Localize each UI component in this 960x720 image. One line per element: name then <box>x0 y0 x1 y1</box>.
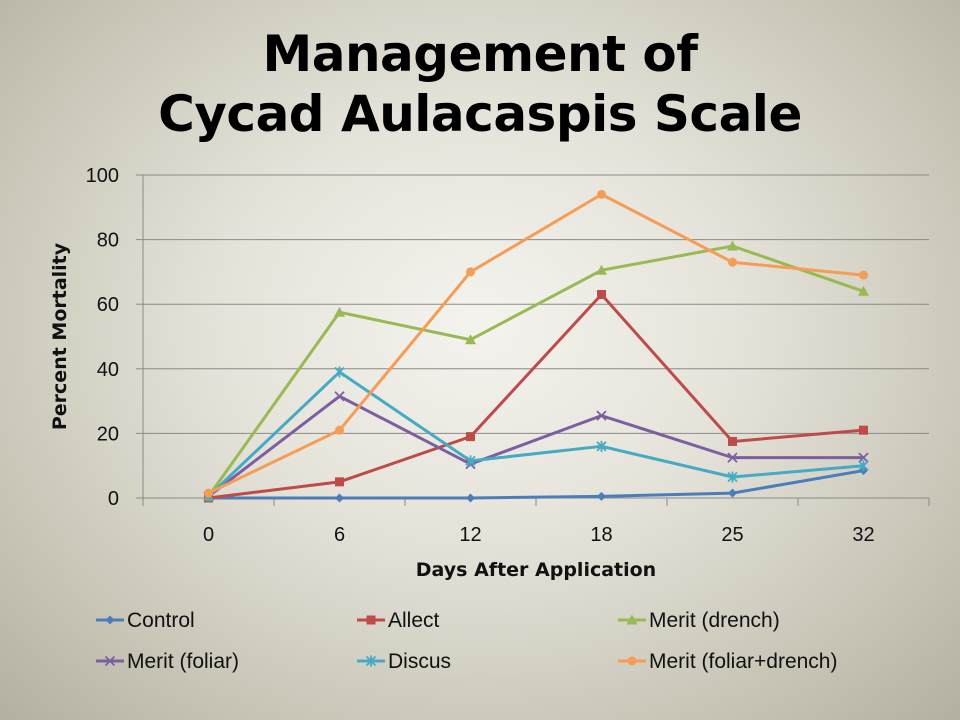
data-point <box>597 290 606 300</box>
data-point <box>728 257 737 267</box>
legend-marker <box>105 615 115 625</box>
legend-item: Merit (foliar+drench) <box>618 650 837 673</box>
data-point <box>335 477 344 487</box>
data-point <box>465 455 476 467</box>
y-tick-label: 60 <box>97 294 119 316</box>
series-line <box>208 469 864 500</box>
x-tick-label: 12 <box>459 524 481 546</box>
legend-item: Allect <box>357 609 440 632</box>
series-line <box>207 192 864 495</box>
legend-marker <box>366 615 376 625</box>
data-point <box>858 285 869 296</box>
series-discus <box>203 366 869 502</box>
legend-label: Allect <box>388 609 440 632</box>
legend-label: Merit (foliar) <box>127 650 239 673</box>
data-point <box>596 264 607 275</box>
x-tick-label: 18 <box>590 524 612 546</box>
title-line-1: Management of <box>262 25 698 83</box>
x-axis-title: Days After Application <box>416 559 656 581</box>
series-merit-foliar-drench <box>204 189 868 498</box>
y-tick-label: 20 <box>97 423 119 445</box>
series-group <box>203 189 869 503</box>
legend-label: Discus <box>388 650 451 673</box>
title-line-2: Cycad Aulacaspis Scale <box>158 85 802 143</box>
legend-marker <box>104 655 116 667</box>
data-point <box>858 460 869 472</box>
x-tick-label: 0 <box>203 524 214 546</box>
data-point <box>335 425 344 435</box>
data-point <box>597 189 606 199</box>
legend-item: Merit (foliar) <box>96 650 239 673</box>
y-tick-label: 40 <box>97 359 119 381</box>
legend-marker <box>365 655 377 667</box>
series-allect <box>204 290 868 503</box>
legend-item: Control <box>96 609 195 632</box>
series-merit-drench <box>203 240 869 501</box>
data-point <box>466 493 475 503</box>
series-line <box>207 394 864 498</box>
legend-label: Merit (foliar+drench) <box>649 650 837 673</box>
data-point <box>727 452 738 463</box>
tick-labels: 0 20 40 60 80 100 0 6 12 18 25 32 <box>86 165 875 546</box>
legend-marker <box>627 656 637 666</box>
series-line <box>207 244 864 498</box>
y-tick-label: 100 <box>86 165 119 187</box>
data-point <box>727 240 738 251</box>
legend: Control Allect Merit (drench) Merit (foliar… <box>96 609 837 673</box>
data-point <box>859 425 868 435</box>
data-point <box>465 334 476 345</box>
data-point <box>858 452 869 463</box>
legend-label: Control <box>127 609 195 632</box>
series-line <box>207 370 864 498</box>
slide-title: Management of Cycad Aulacaspis Scale <box>0 24 960 144</box>
y-tick-label: 80 <box>97 230 119 252</box>
data-point <box>728 436 737 446</box>
data-point <box>859 270 868 280</box>
x-tick-label: 25 <box>721 524 743 546</box>
series-line <box>208 293 864 500</box>
x-tick-label: 32 <box>852 524 874 546</box>
legend-item: Merit (drench) <box>618 609 780 632</box>
data-point <box>335 493 344 503</box>
data-point <box>728 488 737 498</box>
y-axis-title: Percent Mortality <box>49 242 71 430</box>
legend-marker <box>626 614 638 625</box>
data-point <box>334 366 345 378</box>
data-point <box>597 491 606 501</box>
data-point <box>204 488 213 498</box>
legend-item: Discus <box>357 650 451 673</box>
series-control <box>204 466 868 503</box>
data-point <box>334 306 345 317</box>
y-tick-label: 0 <box>108 488 119 510</box>
data-point <box>727 471 738 483</box>
x-tick-label: 6 <box>334 524 345 546</box>
data-point <box>466 267 475 277</box>
data-point <box>466 432 475 442</box>
data-point <box>596 410 607 421</box>
data-point <box>596 440 607 452</box>
data-point <box>334 391 345 402</box>
legend-label: Merit (drench) <box>649 609 780 632</box>
